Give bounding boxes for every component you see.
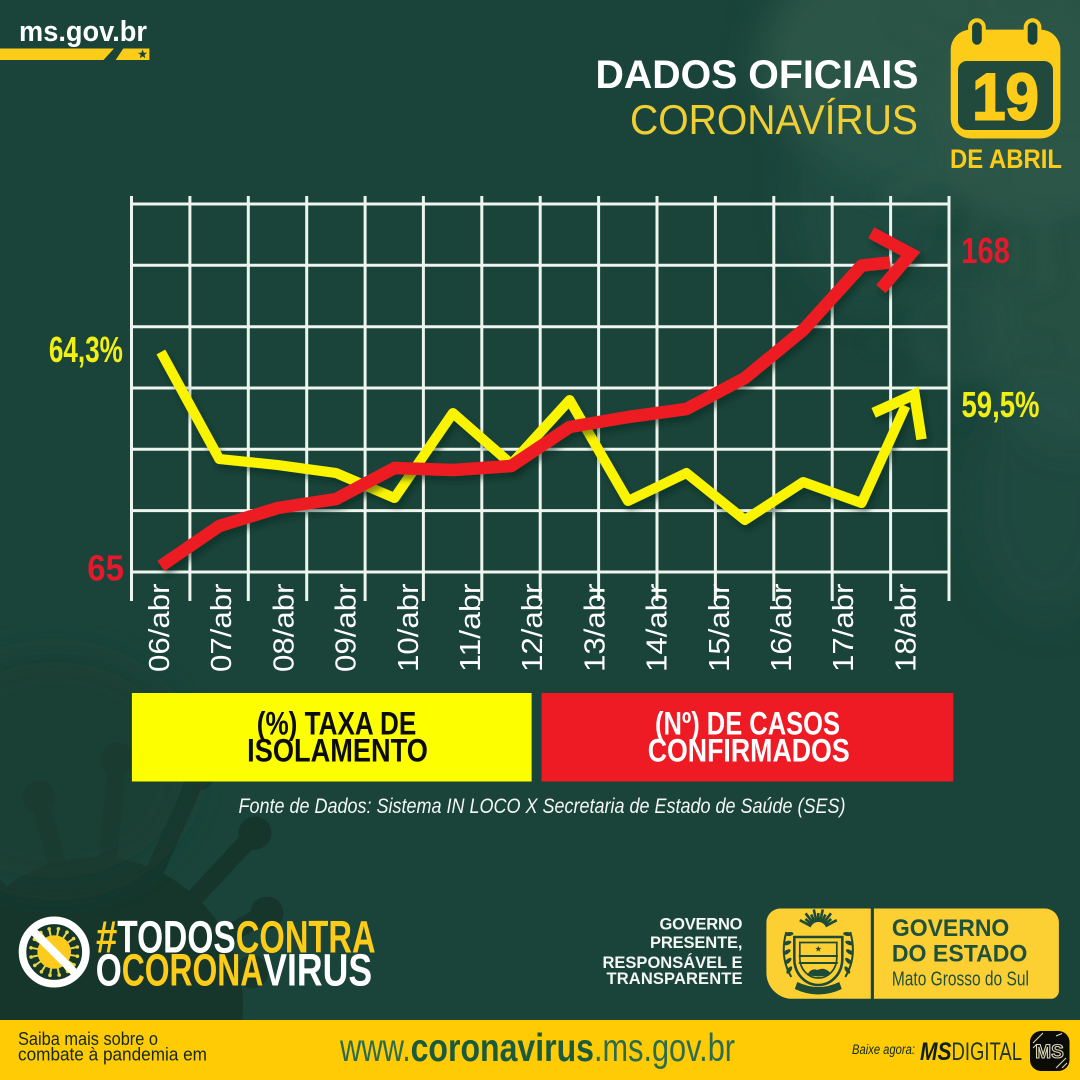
svg-text:13/abr: 13/abr [579, 583, 611, 672]
svg-text:07/abr: 07/abr [206, 583, 238, 672]
svg-text:16/abr: 16/abr [766, 583, 798, 672]
svg-text:59,5%: 59,5% [962, 384, 1040, 425]
svg-text:GOVERNO: GOVERNO [660, 916, 743, 934]
svg-text:MS: MS [1035, 1042, 1064, 1063]
svg-text:TRANSPARENTE: TRANSPARENTE [607, 970, 743, 988]
svg-text:(Nº) DE CASOS: (Nº) DE CASOS [655, 706, 840, 742]
svg-text:15/abr: 15/abr [704, 583, 736, 672]
svg-text:19: 19 [972, 60, 1039, 134]
svg-text:O: O [96, 945, 122, 996]
svg-text:CONFIRMADOS: CONFIRMADOS [648, 733, 850, 769]
svg-text:10/abr: 10/abr [393, 583, 425, 672]
svg-text:09/abr: 09/abr [331, 583, 363, 672]
svg-text:DIGITAL: DIGITAL [952, 1038, 1023, 1066]
svg-text:MS: MS [920, 1038, 952, 1066]
svg-text:#: # [96, 912, 117, 963]
svg-text:Fonte de Dados: Sistema IN LOC: Fonte de Dados: Sistema IN LOCO X Secret… [239, 795, 846, 818]
svg-text:DO ESTADO: DO ESTADO [892, 940, 1028, 967]
svg-text:VIRUS: VIRUS [263, 945, 372, 996]
svg-text:DE ABRIL: DE ABRIL [950, 144, 1062, 174]
svg-text:.ms.gov.br: .ms.gov.br [594, 1027, 735, 1070]
svg-text:combate à pandemia em: combate à pandemia em [18, 1045, 207, 1065]
svg-text:Mato Grosso do Sul: Mato Grosso do Sul [892, 968, 1029, 990]
svg-text:TODOS: TODOS [117, 912, 235, 963]
svg-text:18/abr: 18/abr [890, 583, 922, 672]
svg-text:12/abr: 12/abr [517, 583, 549, 672]
svg-text:RESPONSÁVEL E: RESPONSÁVEL E [603, 953, 743, 972]
svg-text:06/abr: 06/abr [144, 583, 176, 672]
svg-text:(%) TAXA DE: (%) TAXA DE [257, 706, 417, 742]
svg-text:ISOLAMENTO: ISOLAMENTO [247, 733, 428, 769]
svg-text:CORONA: CORONA [122, 945, 264, 996]
svg-text:168: 168 [961, 230, 1010, 271]
svg-text:11/abr: 11/abr [455, 583, 487, 672]
svg-text:PRESENTE,: PRESENTE, [650, 934, 743, 952]
svg-text:14/abr: 14/abr [642, 583, 674, 672]
svg-text:DADOS OFICIAIS: DADOS OFICIAIS [596, 53, 919, 97]
svg-text:GOVERNO: GOVERNO [892, 915, 1009, 942]
svg-text:CORONAVÍRUS: CORONAVÍRUS [630, 96, 918, 143]
svg-text:CONTRA: CONTRA [236, 912, 376, 963]
svg-text:ms.gov.br: ms.gov.br [19, 16, 147, 48]
svg-text:coronavirus: coronavirus [411, 1027, 594, 1070]
svg-text:17/abr: 17/abr [828, 583, 860, 672]
svg-text:Baixe agora:: Baixe agora: [852, 1042, 915, 1057]
svg-text:08/abr: 08/abr [268, 583, 300, 672]
svg-text:www.: www. [339, 1027, 410, 1070]
svg-text:65: 65 [87, 548, 124, 589]
svg-text:Saiba mais sobre o: Saiba mais sobre o [18, 1029, 158, 1049]
svg-text:64,3%: 64,3% [49, 329, 123, 370]
